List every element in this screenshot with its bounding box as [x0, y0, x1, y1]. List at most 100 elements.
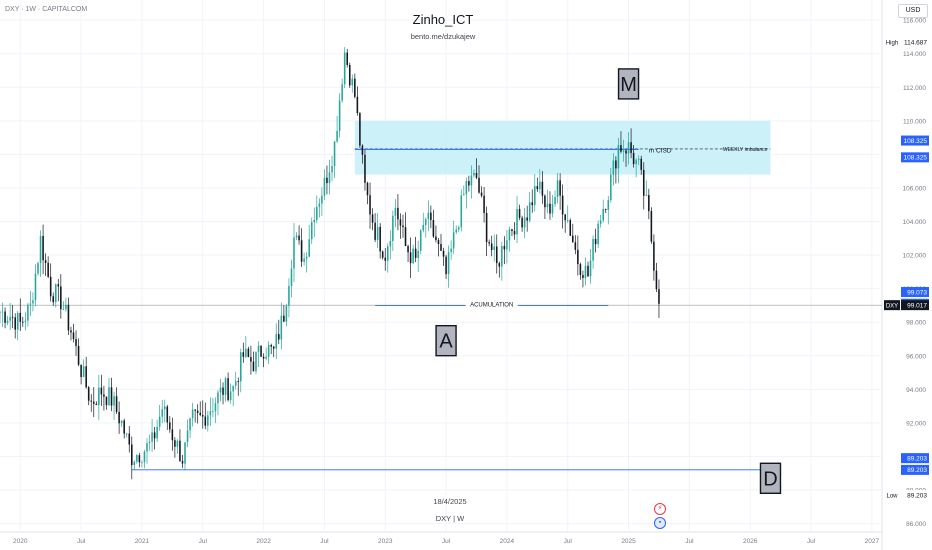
candle-body [247, 348, 250, 358]
candle-body [143, 451, 146, 463]
candle-body [531, 202, 534, 206]
candle-body [136, 455, 138, 462]
candle-body [255, 351, 257, 372]
candle-body [118, 411, 120, 424]
candle-body [194, 409, 196, 411]
candle-body [551, 204, 554, 214]
price-tag-prefix-bg [884, 490, 900, 501]
candle-body [468, 181, 470, 186]
marker-letter-m: M [620, 74, 637, 96]
price-tag-bg [901, 152, 929, 163]
candle-body [49, 276, 52, 297]
candle-body [9, 316, 11, 321]
price-tag-prefix: DXY [886, 303, 898, 309]
candle-body [100, 387, 103, 395]
candle-body [62, 309, 65, 311]
candle-body [278, 334, 280, 340]
candle-body [508, 229, 511, 241]
candle-body [189, 418, 191, 431]
currency-button[interactable]: USD [898, 4, 928, 18]
candle-body [480, 192, 483, 196]
candle-body [290, 268, 293, 286]
candle-body [108, 387, 110, 406]
candle-body [516, 209, 518, 235]
weekly-imbalance-label: WEEKLY imbalance [723, 147, 768, 153]
candle-body [75, 339, 77, 346]
candle-body [179, 440, 181, 461]
candle-body [602, 209, 604, 221]
candle-body [577, 249, 579, 265]
candle-body [6, 320, 9, 323]
candle-body [425, 219, 427, 225]
candle-body [39, 235, 42, 263]
candle-body [463, 194, 465, 196]
candle-body [655, 270, 658, 290]
x-tick-label: 2022 [256, 538, 271, 545]
candle-body [541, 181, 544, 196]
candle-body [295, 235, 298, 238]
candle-body [308, 239, 310, 257]
x-tick-label: Jul [442, 538, 451, 545]
y-tick-label: 116.000 [903, 18, 926, 25]
candle-body [627, 142, 630, 154]
candle-body [245, 348, 247, 357]
earnings-event-icon[interactable]: ⚡ [654, 503, 666, 515]
marker-box-a [435, 324, 457, 357]
candle-body [572, 235, 574, 243]
y-tick-label: 96.000 [906, 353, 926, 360]
candle-body [87, 387, 90, 401]
candle-body [417, 250, 419, 258]
symbol-line: DXY · 1W · CAPITALCOM [5, 6, 88, 13]
candle-body [37, 262, 39, 274]
candle-body [57, 284, 60, 287]
candle-body [556, 180, 559, 198]
candle-body [356, 96, 359, 114]
candle-body [77, 345, 80, 365]
symbol-info: DXY | W [435, 514, 465, 523]
candle-body [650, 211, 653, 242]
candle-body [518, 209, 521, 218]
candle-body [196, 410, 199, 413]
candle-body [252, 361, 255, 372]
candle-body [217, 392, 219, 404]
price-tag-prefix-bg [884, 37, 900, 48]
candle-body [447, 251, 450, 275]
candle-body [539, 181, 541, 190]
chart-subtitle: bento.me/dzukajew [410, 32, 476, 41]
candle-body [348, 64, 351, 86]
candle-body [559, 180, 561, 196]
candle-body [610, 174, 612, 201]
candle-body [354, 78, 356, 97]
candle-body [239, 352, 242, 382]
candle-body [224, 378, 227, 395]
candle-body [265, 356, 267, 359]
candle-body [620, 145, 622, 152]
candle-body [267, 345, 270, 357]
x-tick-label: 2027 [865, 538, 880, 545]
candle-body [341, 84, 343, 101]
candle-body [397, 207, 399, 220]
candle-body [533, 186, 536, 206]
candle-body [199, 412, 202, 416]
y-tick-label: 92.000 [906, 420, 926, 427]
candle-body [333, 141, 336, 167]
us-flag-event-icon[interactable]: ▪ [654, 517, 666, 529]
candle-body [404, 227, 407, 247]
price-tag-low-line-a: 89.203 [907, 455, 927, 462]
candle-body [24, 320, 27, 322]
candle-body [587, 265, 589, 277]
candle-body [625, 150, 627, 154]
candle-body [414, 248, 417, 258]
y-tick-label: 104.000 [903, 219, 927, 226]
candle-body [125, 433, 128, 435]
candle-body [138, 455, 141, 463]
candle-body [422, 224, 425, 231]
candle-body [148, 441, 151, 443]
cursor-date: 18/4/2025 [433, 497, 467, 506]
price-tag-bg [901, 287, 929, 298]
candle-body [635, 159, 637, 165]
x-tick-label: 2021 [135, 538, 150, 545]
candle-body [478, 177, 480, 193]
candle-body [303, 258, 305, 262]
